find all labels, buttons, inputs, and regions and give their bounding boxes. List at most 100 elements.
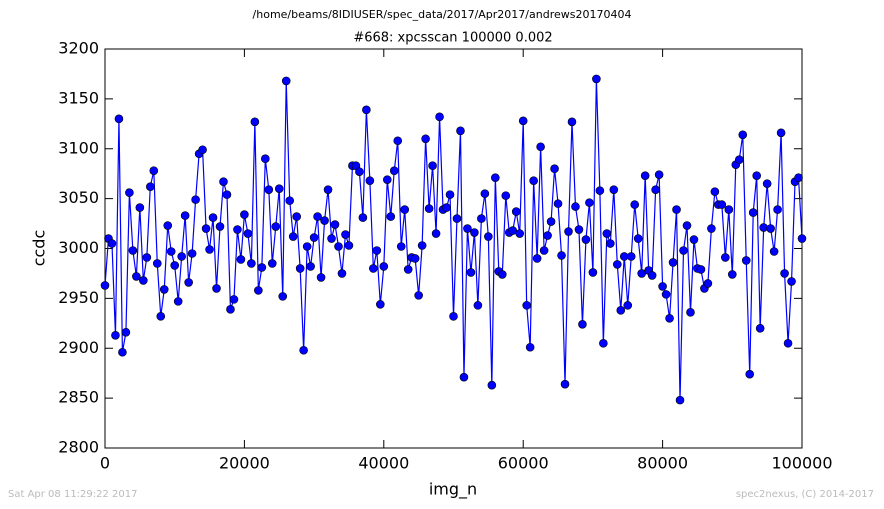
point-marker [156, 312, 166, 321]
point-marker [222, 190, 232, 199]
point-marker [135, 203, 145, 212]
x-tick-label: 60000 [498, 454, 549, 473]
point-marker [299, 345, 308, 355]
point-marker [550, 164, 559, 173]
point-marker [309, 233, 319, 242]
y-tick-label: 3200 [58, 39, 99, 58]
point-marker [428, 161, 437, 171]
point-marker [497, 270, 507, 279]
point-marker [410, 254, 420, 263]
point-marker [780, 269, 789, 278]
point-marker [783, 338, 793, 348]
point-marker [640, 171, 650, 180]
y-tick-label: 3100 [58, 138, 99, 157]
point-marker [668, 258, 678, 267]
point-marker [564, 227, 573, 236]
x-tick-label: 40000 [358, 454, 409, 473]
point-marker [766, 224, 775, 233]
x-tick-label: 20000 [219, 454, 270, 473]
point-marker [379, 262, 389, 271]
point-marker [274, 184, 284, 193]
point-marker [198, 145, 207, 155]
point-marker [344, 241, 354, 250]
chart-title: #668: xpcsscan 100000 0.002 [353, 31, 552, 46]
point-marker [511, 207, 521, 216]
point-marker [466, 268, 476, 277]
point-marker [560, 379, 570, 389]
point-marker [623, 301, 633, 310]
point-marker [529, 176, 538, 185]
point-marker [585, 198, 594, 207]
y-tick-label: 3050 [58, 188, 99, 207]
point-marker [267, 259, 277, 268]
point-marker [626, 252, 636, 261]
point-marker [215, 222, 225, 231]
point-marker [445, 190, 455, 199]
point-marker [776, 128, 786, 138]
point-marker [236, 255, 246, 264]
point-marker [250, 117, 260, 127]
y-tick-label: 3000 [58, 238, 99, 257]
point-marker [762, 179, 772, 188]
point-marker [191, 195, 200, 204]
point-marker [166, 247, 176, 256]
point-marker [142, 253, 152, 262]
y-axis-label: ccdc [30, 230, 49, 267]
point-marker [240, 210, 249, 219]
point-marker [330, 220, 340, 229]
point-marker [424, 204, 434, 213]
x-tick-label: 0 [100, 454, 110, 473]
point-marker [480, 189, 490, 198]
point-marker [201, 224, 211, 233]
point-marker [755, 323, 765, 333]
point-marker [546, 217, 556, 226]
point-marker [525, 342, 535, 352]
point-marker [358, 213, 368, 222]
y-tick-label: 2800 [58, 438, 99, 457]
x-tick-label: 80000 [637, 454, 688, 473]
point-marker [724, 205, 734, 214]
point-marker [180, 211, 190, 220]
point-marker [257, 263, 267, 272]
point-marker [421, 134, 430, 144]
point-marker [205, 245, 214, 254]
point-marker [727, 270, 737, 279]
point-marker [365, 176, 375, 185]
point-marker [602, 229, 612, 238]
point-marker [417, 241, 427, 250]
point-marker [452, 214, 462, 223]
point-marker [518, 116, 528, 126]
point-marker [658, 282, 667, 291]
footer-left: Sat Apr 08 11:29:22 2017 [8, 489, 138, 500]
point-marker [477, 214, 486, 223]
point-marker [396, 242, 406, 251]
point-marker [184, 278, 193, 287]
point-marker [456, 126, 465, 136]
point-marker [696, 265, 706, 274]
point-marker [536, 142, 545, 152]
point-marker [159, 285, 169, 294]
point-marker [651, 185, 660, 194]
point-marker [152, 259, 162, 268]
point-marker [281, 76, 291, 86]
point-marker [316, 273, 326, 282]
point-marker [261, 154, 270, 164]
point-marker [609, 185, 619, 194]
point-marker [100, 281, 110, 290]
point-marker [595, 186, 605, 195]
point-marker [313, 212, 322, 221]
point-marker [654, 170, 664, 179]
point-marker [665, 314, 674, 323]
y-tick-label: 3150 [58, 88, 99, 107]
point-marker [302, 242, 312, 251]
point-marker [125, 188, 134, 197]
point-marker [132, 272, 141, 281]
point-marker [320, 216, 329, 225]
point-marker [794, 173, 803, 182]
point-marker [470, 228, 479, 237]
point-marker [675, 395, 685, 405]
point-marker [386, 212, 396, 221]
point-marker [679, 246, 688, 255]
point-marker [686, 308, 695, 317]
point-marker [689, 235, 699, 244]
